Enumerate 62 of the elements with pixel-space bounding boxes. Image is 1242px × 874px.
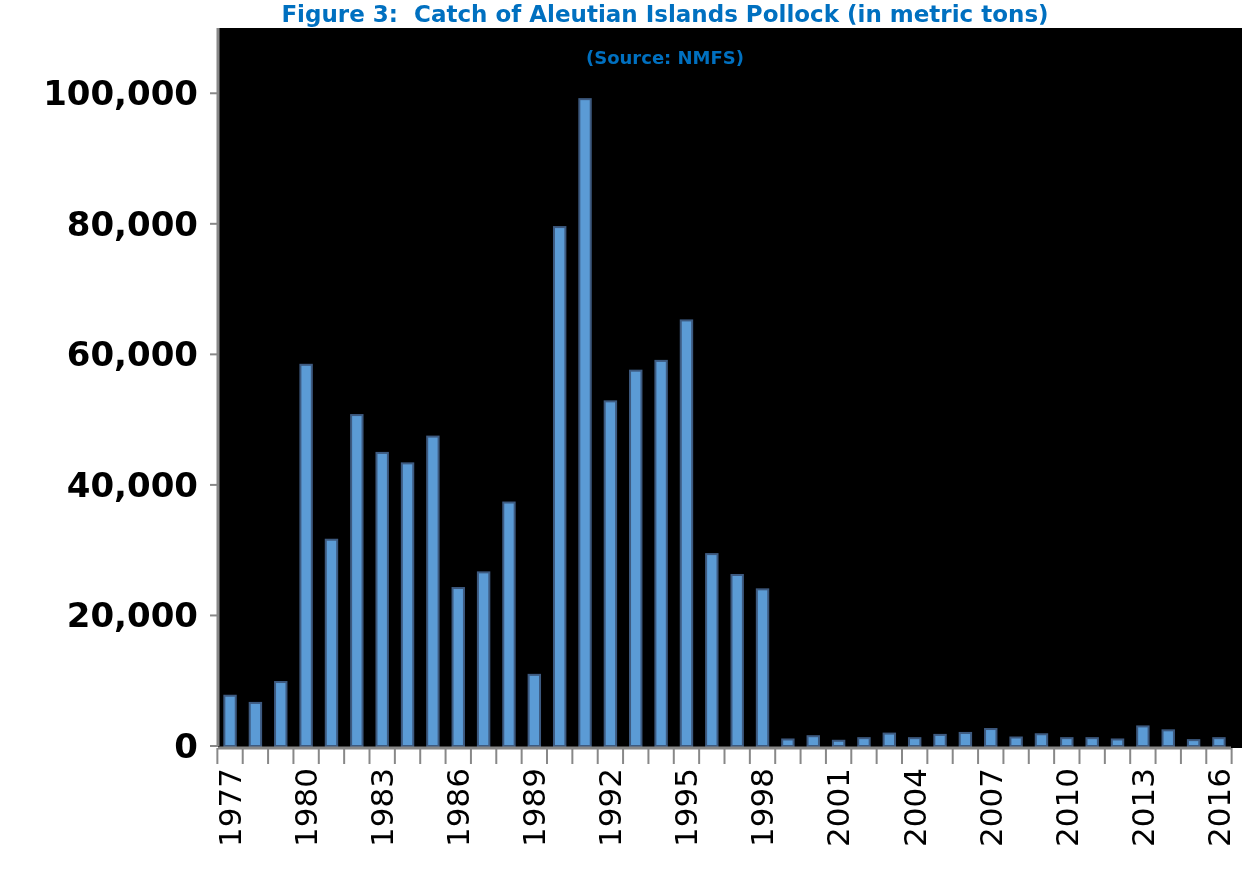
bar (755, 588, 770, 747)
x-tick-label: 2013 (1124, 768, 1161, 847)
bar (705, 553, 719, 747)
bar (1034, 733, 1049, 747)
x-tick-label: 2004 (896, 768, 933, 847)
bar (476, 571, 491, 747)
bar (629, 369, 643, 747)
bar (730, 573, 744, 747)
x-tick-label: 2007 (972, 768, 1009, 847)
bar (1186, 739, 1201, 747)
bar (552, 226, 567, 747)
bar (603, 400, 618, 747)
bar (781, 738, 795, 747)
bar (882, 732, 897, 747)
y-tick-label: 60,000 (66, 334, 198, 375)
bar (1085, 737, 1099, 747)
x-tick-label: 2001 (820, 768, 857, 847)
x-tick-label: 1977 (211, 768, 248, 847)
x-tick-label: 2016 (1200, 768, 1237, 847)
bar (857, 737, 871, 747)
bar (502, 501, 516, 747)
chart-title: Figure 3: Catch of Aleutian Islands Pollock (in metric tons) (281, 1, 1049, 27)
bar (933, 733, 947, 747)
x-tick-label: 1989 (516, 768, 553, 847)
x-tick-label: 1998 (744, 768, 781, 847)
bar (984, 728, 998, 747)
bar (1060, 737, 1074, 747)
bar (274, 681, 288, 747)
bar (451, 587, 465, 747)
bar (223, 694, 237, 747)
y-tick-label: 20,000 (66, 595, 198, 636)
bar (527, 673, 542, 747)
bar (299, 363, 313, 747)
y-tick-label: 80,000 (66, 203, 198, 244)
bar (578, 98, 592, 747)
bar (1136, 725, 1150, 747)
bar (1212, 737, 1226, 747)
bar (400, 462, 415, 747)
bar (248, 701, 263, 747)
bar (806, 735, 820, 747)
x-tick-label: 1992 (592, 768, 629, 847)
bar (679, 319, 694, 747)
bar (1161, 729, 1175, 747)
bar (907, 737, 922, 747)
y-tick-label: 40,000 (66, 464, 198, 505)
y-tick-label: 100,000 (43, 73, 198, 114)
bar (426, 435, 440, 747)
bar (324, 538, 339, 747)
x-tick-label: 1980 (287, 768, 324, 847)
y-tick-label: 0 (174, 725, 198, 766)
x-tick-label: 2010 (1048, 768, 1085, 847)
x-tick-label: 1986 (440, 768, 477, 847)
bar (831, 739, 846, 747)
bar (375, 451, 389, 747)
bar (1009, 736, 1023, 747)
bar (350, 414, 364, 747)
bar (958, 731, 973, 747)
text: (Source: NMFS) (585, 47, 745, 68)
x-tick-label: 1983 (364, 768, 401, 847)
bar (1110, 738, 1125, 747)
bar (654, 359, 668, 747)
x-tick-label: 1995 (668, 768, 705, 847)
